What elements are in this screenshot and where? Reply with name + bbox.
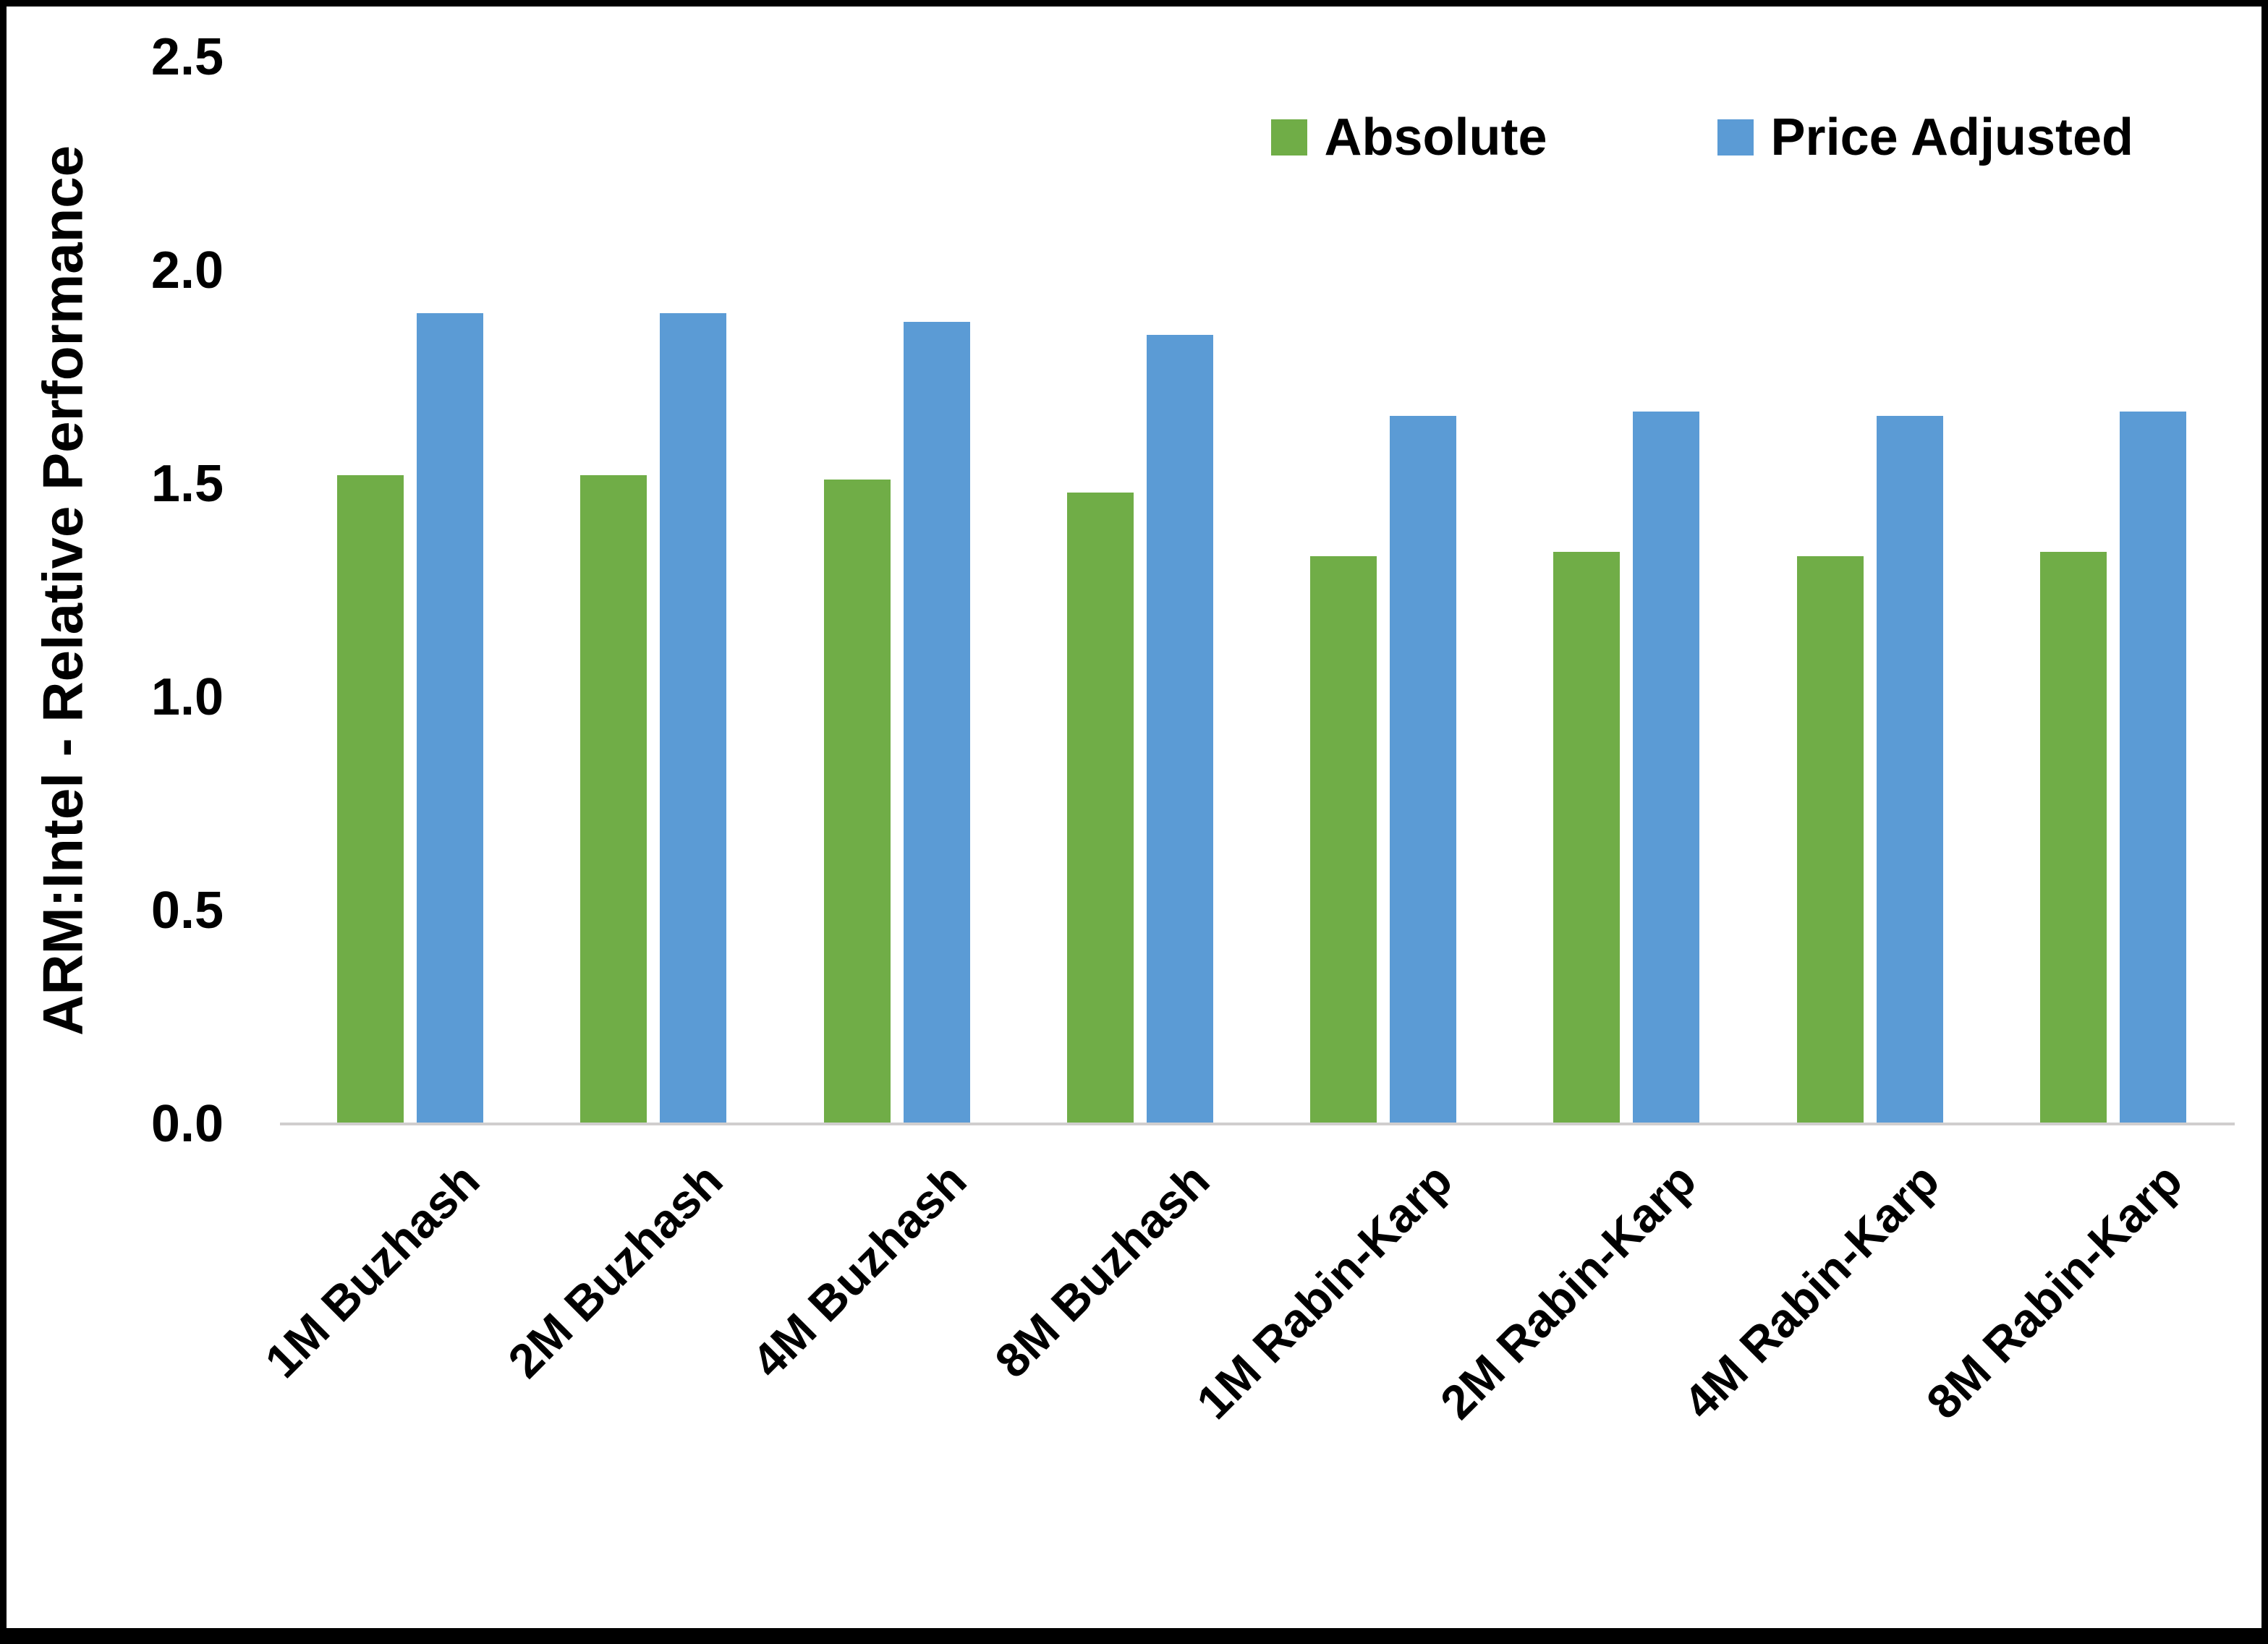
x-category-cell: 4M Buzhash (742, 1126, 1019, 1589)
y-tick-label: 0.5 (150, 882, 224, 940)
bar-group (1749, 57, 1992, 1124)
legend-swatch-icon (1270, 119, 1307, 156)
bar-price-adjusted (1876, 415, 1943, 1124)
x-category-cell: 1M Buzhash (255, 1126, 532, 1589)
bar-price-adjusted (1146, 334, 1213, 1124)
legend-item: Price Adjusted (1717, 111, 2133, 163)
bar-price-adjusted (2119, 411, 2186, 1124)
x-category-label: 2M Buzhash (498, 1153, 733, 1388)
y-tick-label: 0.0 (150, 1095, 224, 1153)
bar-group (1019, 57, 1262, 1124)
x-category-label: 1M Buzhash (255, 1153, 490, 1388)
x-axis-line (280, 1123, 2235, 1125)
bar-absolute (1066, 492, 1134, 1124)
bar-absolute (1553, 552, 1621, 1124)
y-axis-ticks: 0.0 0.5 1.0 1.5 2.0 2.5 (7, 31, 224, 1150)
bar-price-adjusted (660, 313, 727, 1124)
bar-absolute (2039, 552, 2107, 1124)
legend-item: Absolute (1270, 108, 1547, 166)
bar-group (1262, 57, 1505, 1124)
y-tick-label: 1.0 (150, 668, 224, 726)
x-category-label: 8M Buzhash (984, 1153, 1220, 1388)
bars-container (289, 57, 2235, 1124)
legend-label: Absolute (1324, 108, 1547, 166)
bar-group (1992, 57, 2235, 1124)
y-tick-label: 2.5 (150, 28, 224, 86)
bar-group (289, 57, 532, 1124)
bar-price-adjusted (417, 313, 484, 1124)
bar-group (776, 57, 1019, 1124)
bar-price-adjusted (903, 321, 970, 1124)
y-tick-label: 2.0 (150, 242, 224, 299)
legend: Absolute Price Adjusted (1270, 108, 2133, 166)
x-category-cell: 8M Rabin-Karp (1916, 1126, 2235, 1589)
legend-swatch-icon (1717, 119, 1754, 156)
bar-absolute (1310, 556, 1377, 1124)
bar-absolute (823, 480, 891, 1124)
bar-absolute (1796, 556, 1864, 1124)
x-category-label: 4M Buzhash (741, 1153, 977, 1388)
plot-area: Absolute Price Adjusted (280, 57, 2235, 1125)
bar-group (1505, 57, 1748, 1124)
legend-label: Price Adjusted (1770, 108, 2133, 166)
bar-price-adjusted (1390, 415, 1457, 1124)
bar-absolute (337, 475, 404, 1124)
bar-group (532, 57, 775, 1124)
bar-price-adjusted (1633, 411, 1700, 1124)
x-category-cell: 2M Buzhash (498, 1126, 775, 1589)
x-axis-labels: 1M Buzhash 2M Buzhash 4M Buzhash 8M Buzhash… (255, 1126, 2235, 1589)
y-tick-label: 1.5 (150, 455, 224, 513)
bar-absolute (580, 475, 647, 1124)
